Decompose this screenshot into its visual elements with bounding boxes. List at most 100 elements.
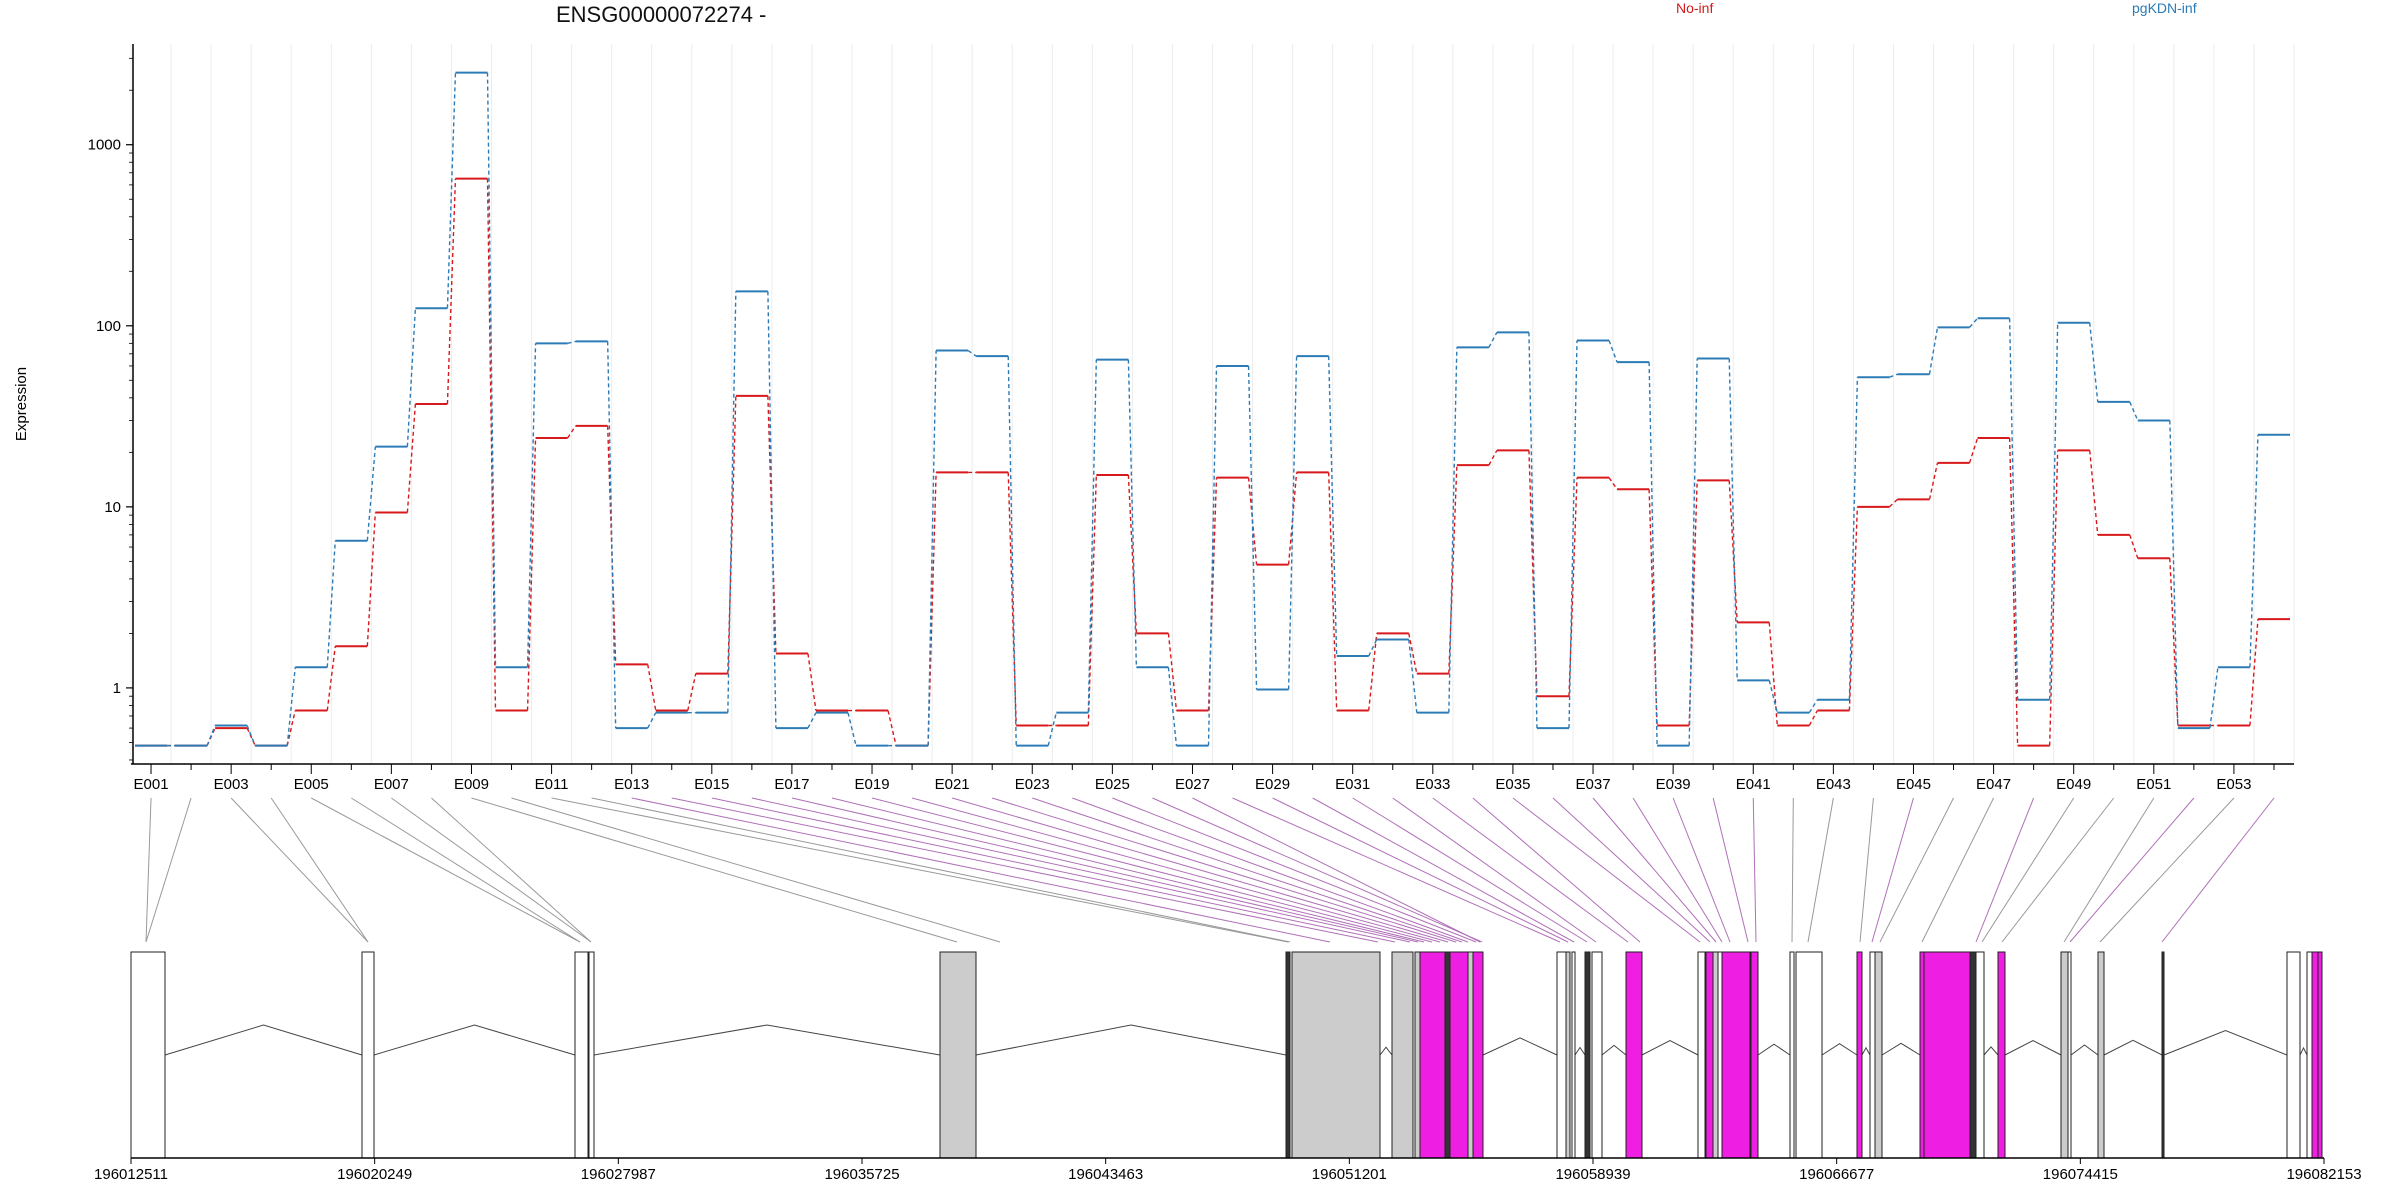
intron-line	[2299, 1046, 2308, 1056]
transition-line	[2169, 420, 2179, 729]
intron-line	[593, 1024, 941, 1056]
transition-line	[1848, 506, 1859, 711]
transition-line	[1167, 633, 1178, 711]
transition-line	[1167, 667, 1178, 746]
exon-connector	[1791, 797, 1794, 943]
exon-box	[1795, 951, 1823, 1159]
transition-line	[1127, 359, 1138, 668]
exon-connector	[951, 797, 1449, 943]
exon-connectors	[145, 797, 2275, 943]
transition-line	[246, 725, 256, 746]
x-tick-label: E029	[1255, 776, 1290, 793]
genomic-coordinate-label: 196020249	[337, 1166, 412, 1183]
transition-line	[2249, 619, 2259, 726]
transition-line	[1888, 498, 1898, 508]
transition-line	[2249, 434, 2259, 668]
transition-line	[1728, 480, 1738, 623]
exon-box	[1712, 951, 1719, 1159]
series-pgkdn-inf	[135, 71, 2290, 747]
series-lines	[135, 71, 2290, 747]
y-tick-label: 10	[104, 499, 121, 516]
transition-line	[1327, 356, 1338, 657]
exon-box	[1571, 951, 1576, 1159]
transition-line	[1648, 362, 1658, 746]
x-tick-label: E053	[2216, 776, 2251, 793]
transition-line	[1728, 358, 1738, 681]
exon-box	[2067, 951, 2072, 1159]
exon-connector	[1432, 797, 1629, 943]
transition-line	[486, 72, 497, 668]
exon-connector	[1592, 797, 1717, 943]
transition-line	[2209, 667, 2219, 729]
exon-box	[1625, 951, 1643, 1159]
transition-line	[1448, 347, 1458, 713]
exon-connector	[871, 797, 1433, 943]
transition-line	[687, 673, 697, 711]
intron-line	[2070, 1044, 2099, 1056]
genomic-coordinate-label: 196012511	[94, 1166, 168, 1183]
transition-line	[1287, 472, 1298, 565]
exon-connector	[391, 797, 592, 943]
transition-line	[2129, 401, 2139, 421]
transition-line	[1928, 327, 1939, 375]
x-tick-label: E045	[1896, 776, 1931, 793]
exon-connector	[1672, 797, 1731, 943]
genomic-coordinate-label: 196074415	[2043, 1166, 2118, 1183]
genomic-coordinate-label: 196058939	[1555, 1166, 1630, 1183]
exon-connector	[2099, 797, 2235, 943]
exon-connector	[2063, 797, 2155, 943]
exon-box	[1697, 951, 1706, 1159]
y-tick-label: 1000	[88, 137, 121, 154]
exon-box	[1584, 951, 1591, 1159]
exon-connector	[2001, 797, 2115, 943]
x-tick-label: E027	[1175, 776, 1210, 793]
transition-line	[2048, 450, 2059, 746]
exon-connector	[671, 797, 1379, 943]
transition-line	[1608, 477, 1618, 490]
exon-box	[1467, 951, 1474, 1159]
intron-line	[1482, 1037, 1558, 1056]
exon-connector	[1312, 797, 1575, 943]
exon-box	[1869, 951, 1876, 1159]
x-tick-label: E023	[1015, 776, 1050, 793]
intron-line	[1757, 1043, 1791, 1056]
transition-line	[647, 664, 657, 711]
exon-connector	[791, 797, 1419, 943]
y-axis-label: Expression	[13, 367, 30, 441]
intron-line	[1574, 1046, 1586, 1056]
transition-line	[647, 712, 657, 729]
x-tick-label: E007	[374, 776, 409, 793]
x-tick-label: E041	[1736, 776, 1771, 793]
exon-connector	[831, 797, 1425, 943]
transition-line	[606, 341, 617, 729]
transition-line	[526, 437, 537, 711]
transition-line	[2008, 437, 2019, 746]
transition-line	[286, 710, 296, 746]
exon-connector	[351, 797, 581, 943]
transition-line	[1568, 340, 1578, 729]
transition-line	[1808, 710, 1818, 726]
exon-box	[1419, 951, 1446, 1159]
exon-box	[1923, 951, 1971, 1159]
transition-line	[847, 712, 857, 746]
exon-connector	[1871, 797, 1914, 943]
exon-connector	[1472, 797, 1641, 943]
exon-box	[1591, 951, 1603, 1159]
x-tick-label: E031	[1335, 776, 1370, 793]
transition-line	[567, 425, 577, 439]
transition-line	[246, 727, 256, 746]
transition-line	[1408, 639, 1418, 713]
exon-connector	[1232, 797, 1561, 943]
x-tick-label: E015	[694, 776, 729, 793]
x-tick-label: E005	[294, 776, 329, 793]
transition-line	[2008, 318, 2019, 700]
transition-line	[1488, 450, 1498, 466]
intron-line	[975, 1024, 1287, 1056]
transition-line	[967, 349, 977, 357]
intron-line	[1821, 1043, 1858, 1056]
exon-box	[1472, 951, 1484, 1159]
exon-connector	[1392, 797, 1597, 943]
genomic-coordinate-label: 196066677	[1799, 1166, 1874, 1183]
transition-line	[326, 646, 336, 711]
